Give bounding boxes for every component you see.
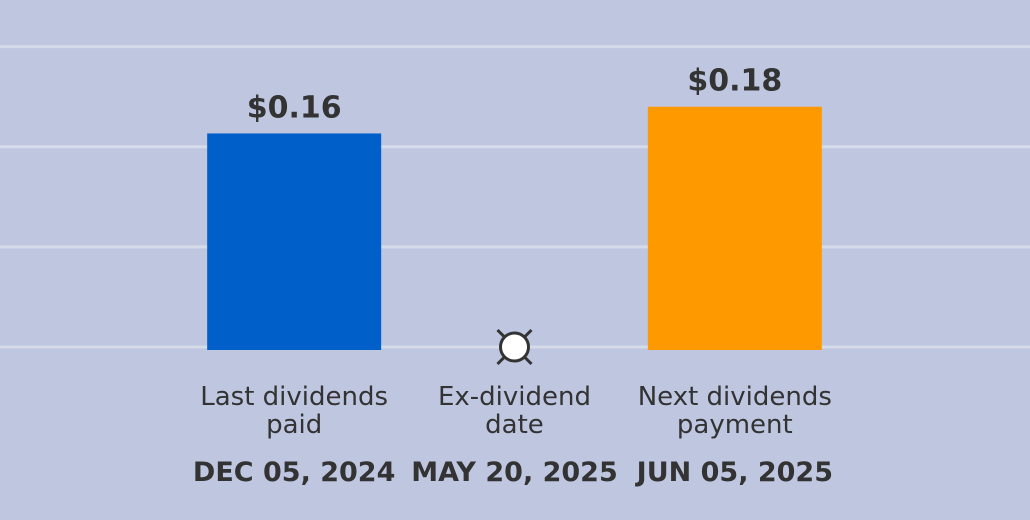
value-label: $0.18 bbox=[687, 64, 782, 99]
category-label: Next dividends payment bbox=[637, 382, 832, 440]
marker-circle bbox=[499, 331, 530, 363]
date-label: JUN 05, 2025 bbox=[636, 457, 833, 488]
date-label: MAY 20, 2025 bbox=[411, 457, 618, 488]
category-label: Last dividends paid bbox=[200, 382, 389, 440]
value-label: $0.16 bbox=[247, 90, 342, 125]
category-label: Ex-dividend date bbox=[437, 382, 592, 440]
bar bbox=[647, 106, 822, 350]
bar bbox=[207, 133, 382, 350]
date-label: DEC 05, 2024 bbox=[192, 457, 396, 488]
ex-dividend-marker bbox=[496, 328, 533, 366]
